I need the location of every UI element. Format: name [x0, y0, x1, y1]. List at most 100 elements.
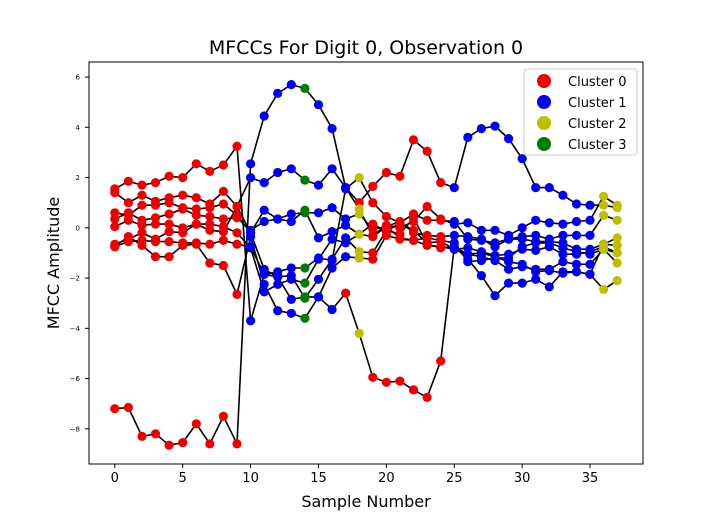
data-point [476, 225, 486, 235]
data-point [286, 164, 296, 174]
data-point [191, 219, 201, 229]
data-point [327, 234, 337, 244]
data-point [137, 220, 147, 230]
data-point [232, 228, 242, 238]
data-point [517, 262, 527, 272]
data-point [259, 178, 269, 188]
data-point [137, 235, 147, 245]
x-tick-label: 0 [111, 471, 119, 486]
data-point [449, 244, 459, 254]
data-point [408, 135, 419, 145]
data-point [178, 190, 188, 200]
data-point [300, 278, 310, 288]
data-point [599, 200, 609, 210]
data-point [422, 240, 432, 250]
data-point [354, 253, 364, 263]
data-point [286, 209, 296, 219]
data-point [246, 159, 256, 169]
x-tick-label: 15 [310, 471, 327, 486]
y-tick-label: −8 [70, 425, 80, 433]
data-point [341, 233, 351, 243]
data-point [504, 134, 514, 144]
data-point [123, 215, 133, 225]
data-point [422, 392, 432, 402]
data-point [191, 238, 201, 248]
legend-marker [537, 95, 551, 109]
x-tick-label: 25 [446, 471, 463, 486]
data-point [463, 232, 473, 242]
data-point [164, 237, 174, 247]
data-point [150, 219, 161, 229]
data-point [150, 237, 161, 247]
data-point [476, 234, 486, 244]
data-point [368, 219, 378, 229]
data-point [408, 235, 419, 245]
legend-marker [537, 116, 551, 130]
data-point [463, 132, 473, 142]
data-point [313, 180, 324, 190]
legend: Cluster 0 Cluster 1 Cluster 2 Cluster 3 [523, 68, 638, 156]
data-point [531, 264, 541, 274]
data-point [436, 235, 446, 245]
data-point [449, 230, 459, 240]
data-point [178, 228, 188, 238]
legend-label: Cluster 3 [568, 138, 627, 153]
series-line-7 [114, 204, 618, 300]
data-point [504, 264, 514, 274]
data-point [205, 211, 215, 222]
data-point [286, 294, 296, 304]
data-point [327, 203, 337, 213]
data-point [218, 227, 228, 237]
data-point [191, 159, 201, 169]
data-point [178, 438, 188, 448]
data-point [246, 242, 256, 252]
data-point [612, 215, 622, 225]
y-tick-label: 0 [76, 224, 80, 232]
data-point [191, 419, 201, 429]
data-point [354, 198, 364, 208]
data-point [286, 308, 296, 318]
data-point [110, 188, 120, 198]
data-point [300, 175, 310, 185]
data-point [218, 160, 228, 170]
data-point [218, 260, 228, 271]
data-point [585, 259, 595, 269]
data-point [436, 356, 446, 366]
data-point [313, 100, 324, 110]
data-point [313, 233, 324, 243]
data-point [205, 225, 215, 235]
data-point [490, 242, 500, 252]
data-point [218, 235, 228, 245]
data-point [150, 178, 161, 188]
data-point [300, 205, 310, 215]
data-point [286, 80, 296, 90]
data-point [300, 313, 310, 323]
x-tick-label: 20 [378, 471, 395, 486]
data-point [612, 233, 622, 243]
data-point [300, 263, 310, 273]
data-point [422, 201, 432, 212]
data-point [218, 411, 228, 421]
data-point [259, 269, 269, 279]
data-point [273, 272, 283, 282]
data-point [544, 238, 554, 248]
data-point [531, 230, 541, 240]
data-point [218, 199, 228, 209]
series-line-6 [114, 233, 618, 399]
y-tick-label: −4 [70, 325, 81, 333]
data-point [558, 257, 568, 267]
data-point [571, 267, 582, 277]
data-point [449, 219, 459, 229]
data-point [422, 146, 432, 156]
data-point [232, 239, 242, 249]
data-point [558, 190, 568, 200]
data-point [517, 242, 527, 252]
data-point [531, 274, 541, 284]
data-point [123, 402, 133, 413]
data-point [585, 269, 595, 279]
x-axis-label: Sample Number [301, 492, 431, 511]
data-point [517, 278, 527, 288]
data-point [341, 288, 351, 298]
data-point [313, 254, 324, 264]
